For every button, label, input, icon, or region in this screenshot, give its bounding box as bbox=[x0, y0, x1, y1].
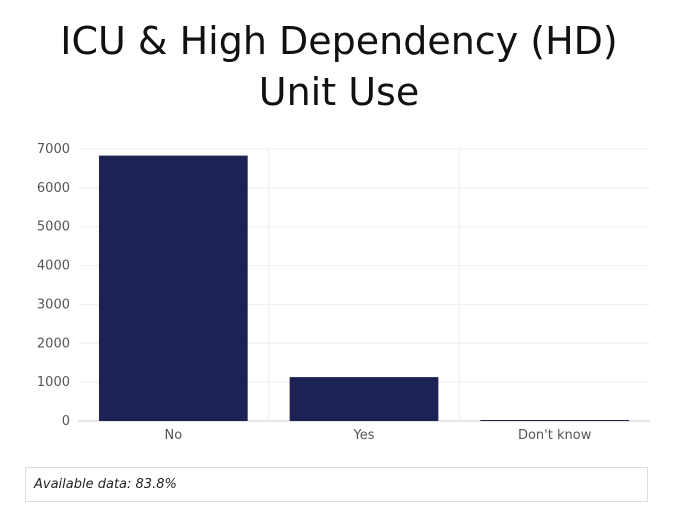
bar-layer bbox=[98, 155, 630, 421]
bar-don-t-know[interactable] bbox=[480, 420, 630, 421]
y-tick-label: 7000 bbox=[37, 142, 70, 157]
available-data-text: Available data: 83.8% bbox=[34, 477, 177, 492]
chart-title-line-2: Unit Use bbox=[258, 70, 420, 114]
bar-chart: 0 1000 2000 3000 4000 5000 6000 7000 No Yes Don't… bbox=[37, 142, 650, 443]
x-tick-label: No bbox=[164, 428, 182, 443]
chart-title: ICU & High Dependency (HD) Unit Use bbox=[0, 16, 678, 118]
y-tick-label: 4000 bbox=[37, 259, 70, 274]
y-axis: 0 1000 2000 3000 4000 5000 6000 7000 bbox=[37, 142, 70, 429]
y-tick-label: 1000 bbox=[37, 375, 70, 390]
y-tick-label: 2000 bbox=[37, 336, 70, 351]
y-tick-label: 3000 bbox=[37, 297, 70, 312]
bar-no[interactable] bbox=[98, 155, 248, 421]
x-axis: No Yes Don't know bbox=[164, 428, 591, 443]
y-tick-label: 6000 bbox=[37, 181, 70, 196]
x-tick-label: Don't know bbox=[518, 428, 592, 443]
x-tick-label: Yes bbox=[353, 428, 375, 443]
y-tick-label: 5000 bbox=[37, 220, 70, 235]
y-tick-label: 0 bbox=[62, 414, 70, 429]
chart-title-line-1: ICU & High Dependency (HD) bbox=[60, 19, 618, 63]
bar-yes[interactable] bbox=[289, 377, 439, 421]
available-data-note: Available data: 83.8% bbox=[25, 467, 648, 502]
